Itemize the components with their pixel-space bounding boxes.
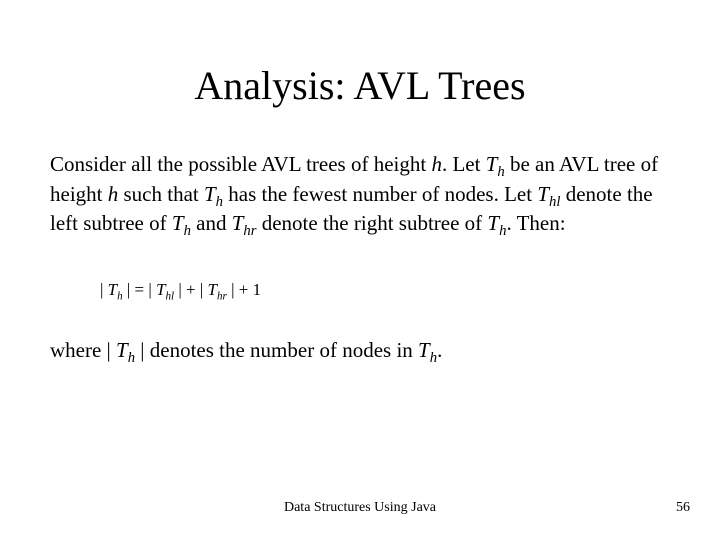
body-paragraph: Consider all the possible AVL trees of h… bbox=[50, 152, 670, 241]
slide: Analysis: AVL Trees Consider all the pos… bbox=[0, 0, 720, 540]
equation: | Th | = | Thl | + | Thr | + 1 bbox=[100, 280, 261, 302]
footer-page-number: 56 bbox=[676, 500, 690, 516]
footer-center: Data Structures Using Java bbox=[0, 500, 720, 516]
slide-title: Analysis: AVL Trees bbox=[0, 62, 720, 109]
where-clause: where | Th | denotes the number of nodes… bbox=[50, 338, 670, 368]
